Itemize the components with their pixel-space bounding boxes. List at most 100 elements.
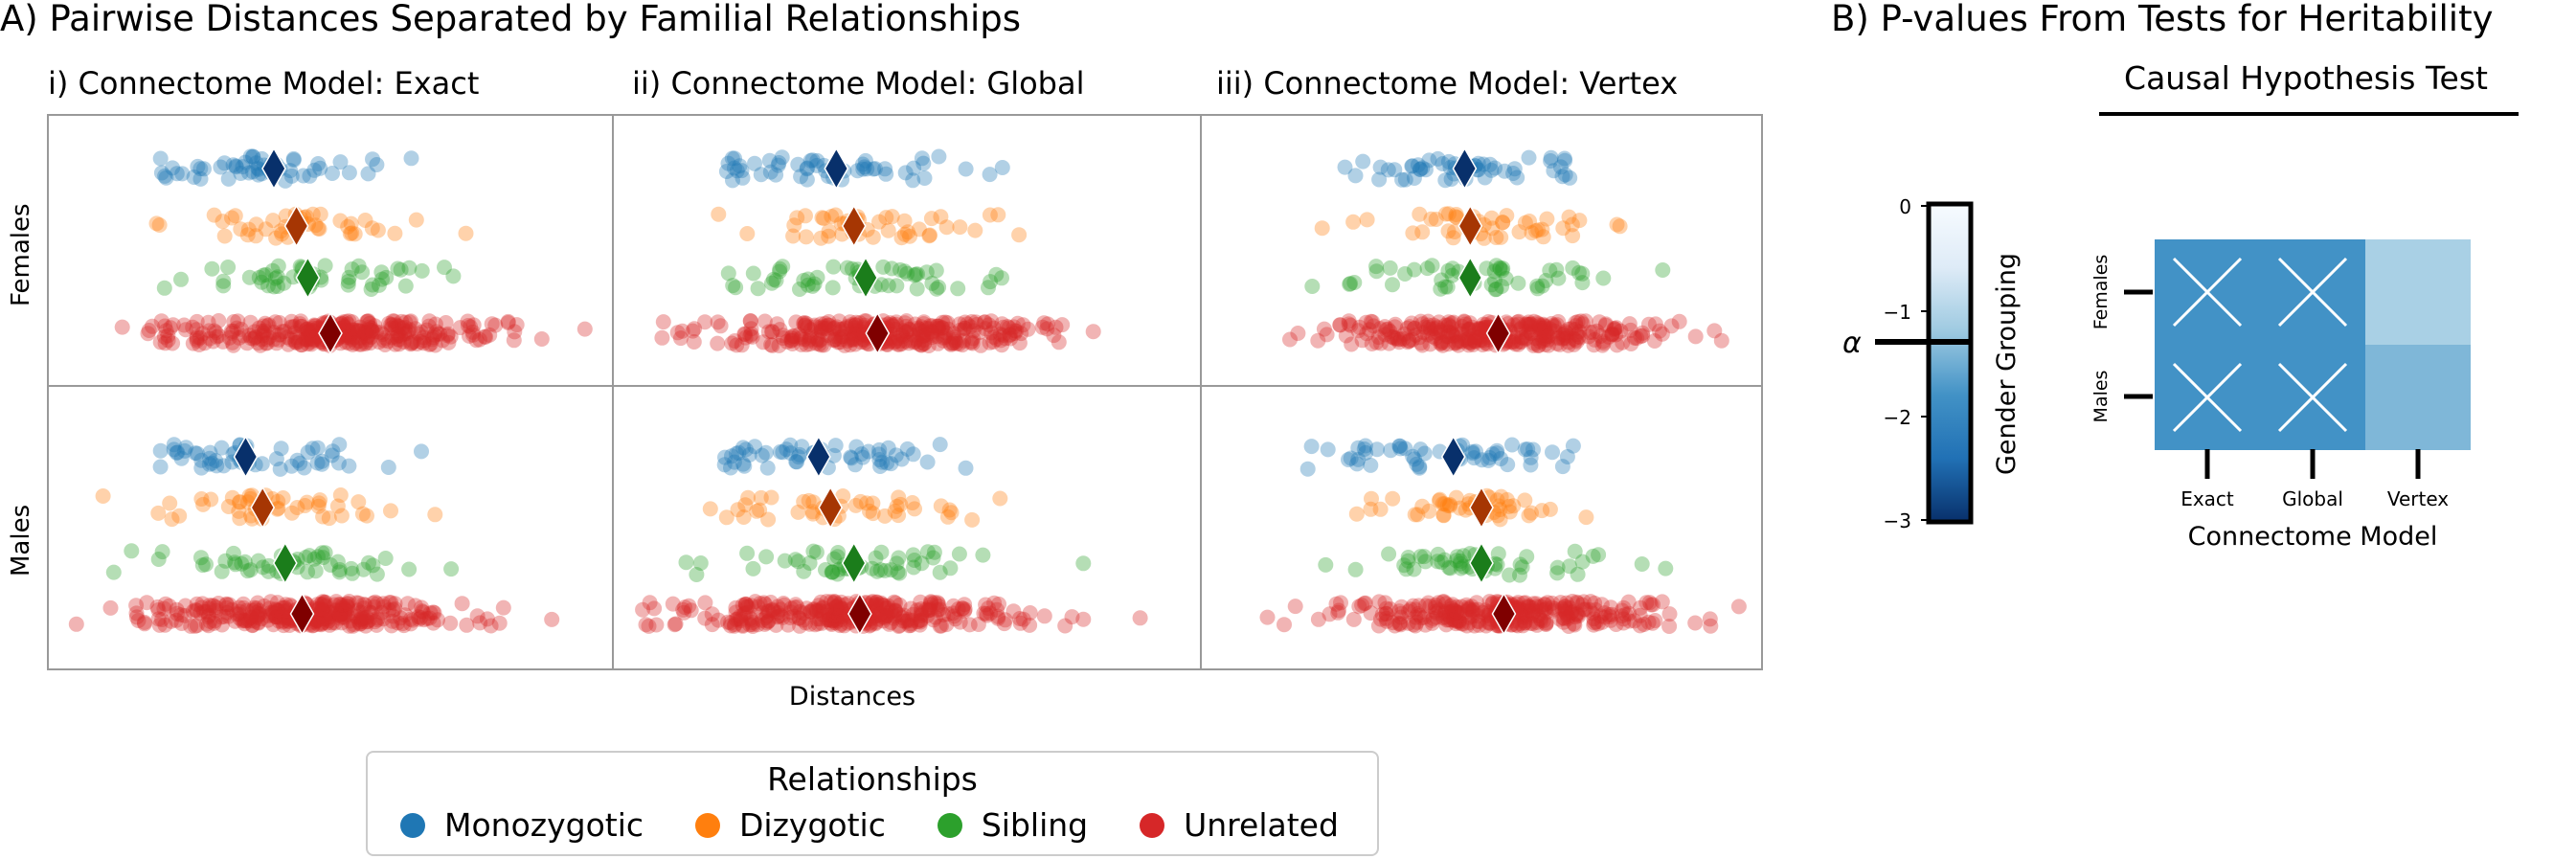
- colorbar-tick-1: −1: [1884, 301, 1911, 324]
- legend-label-dizygotic: Dizygotic: [739, 806, 886, 844]
- data-point: [724, 150, 740, 167]
- data-point: [845, 329, 861, 346]
- data-point: [257, 323, 273, 339]
- data-point: [922, 227, 938, 243]
- data-point: [1500, 457, 1516, 473]
- data-point: [246, 324, 262, 340]
- data-point: [237, 616, 253, 632]
- data-point: [835, 328, 851, 345]
- data-point: [301, 328, 316, 345]
- data-point: [1372, 501, 1389, 517]
- data-point: [277, 599, 293, 616]
- data-point: [982, 167, 998, 183]
- data-point: [232, 603, 248, 620]
- data-point: [250, 614, 266, 630]
- data-point: [341, 269, 357, 285]
- data-point: [855, 161, 871, 177]
- data-point: [814, 210, 830, 226]
- data-point: [303, 327, 319, 343]
- data-point: [317, 598, 333, 614]
- data-point: [375, 611, 392, 627]
- data-point: [430, 326, 446, 342]
- data-point: [308, 613, 325, 629]
- data-point: [150, 505, 167, 521]
- data-point: [325, 166, 340, 181]
- data-point: [507, 324, 523, 340]
- data-point: [1632, 599, 1648, 616]
- data-point: [355, 609, 372, 625]
- data-point: [1036, 315, 1052, 331]
- data-point: [950, 281, 966, 297]
- data-point: [282, 163, 299, 179]
- data-point: [1428, 599, 1443, 616]
- data-point: [799, 337, 815, 352]
- data-point: [397, 314, 414, 330]
- data-point: [1085, 324, 1101, 340]
- data-point: [985, 333, 1002, 350]
- data-point: [459, 617, 475, 633]
- data-point: [425, 615, 441, 631]
- data-point: [397, 607, 413, 623]
- data-point: [889, 278, 905, 294]
- data-point: [848, 330, 865, 347]
- data-point: [687, 321, 703, 337]
- data-point: [893, 333, 909, 349]
- data-point: [294, 337, 310, 353]
- data-point: [390, 326, 406, 342]
- data-point: [265, 604, 282, 621]
- data-point: [233, 221, 249, 237]
- data-point: [784, 328, 801, 344]
- legend-items: Monozygotic Dizygotic Sibling Unrelated: [400, 806, 1390, 844]
- data-point: [192, 161, 209, 177]
- data-point: [764, 324, 780, 340]
- data-point: [309, 612, 326, 628]
- data-point: [276, 603, 292, 620]
- heatmap-ylabel-females: Females: [2090, 255, 2112, 330]
- data-point: [207, 613, 223, 629]
- data-point: [361, 612, 377, 628]
- data-point: [218, 597, 235, 613]
- data-point: [208, 325, 224, 341]
- data-point: [309, 597, 326, 613]
- data-point: [753, 167, 769, 183]
- data-point: [305, 332, 321, 349]
- data-point: [460, 318, 476, 333]
- data-point: [994, 316, 1010, 332]
- data-point: [225, 545, 241, 561]
- data-point: [742, 328, 758, 344]
- data-point: [396, 326, 412, 342]
- data-point: [877, 508, 893, 524]
- data-point: [371, 277, 387, 293]
- data-point: [976, 605, 992, 622]
- data-point: [419, 610, 436, 626]
- data-point: [237, 613, 253, 629]
- data-point: [282, 618, 298, 633]
- data-point: [793, 336, 809, 352]
- data-point: [213, 159, 229, 175]
- data-point: [148, 215, 165, 232]
- data-point: [983, 274, 999, 290]
- colorbar-tick-0: 0: [1899, 195, 1911, 218]
- data-point: [804, 278, 821, 294]
- data-point: [772, 260, 788, 277]
- points-global-males-monozygotic: [716, 437, 974, 476]
- data-point: [345, 618, 361, 634]
- data-point: [938, 328, 954, 344]
- data-point: [370, 596, 385, 612]
- data-point: [1524, 599, 1540, 616]
- data-point: [924, 325, 940, 341]
- data-point: [1419, 260, 1435, 277]
- data-point: [341, 313, 357, 329]
- data-point: [319, 611, 335, 627]
- data-point: [271, 608, 287, 624]
- data-point: [994, 270, 1009, 286]
- data-point: [365, 595, 381, 611]
- data-point: [338, 603, 354, 619]
- data-point: [293, 337, 309, 353]
- subplot-title-global: ii) Connectome Model: Global: [632, 65, 1084, 102]
- data-point: [960, 316, 975, 332]
- data-point: [403, 313, 418, 329]
- data-point: [393, 610, 409, 626]
- data-point: [407, 321, 423, 337]
- data-point: [173, 616, 190, 631]
